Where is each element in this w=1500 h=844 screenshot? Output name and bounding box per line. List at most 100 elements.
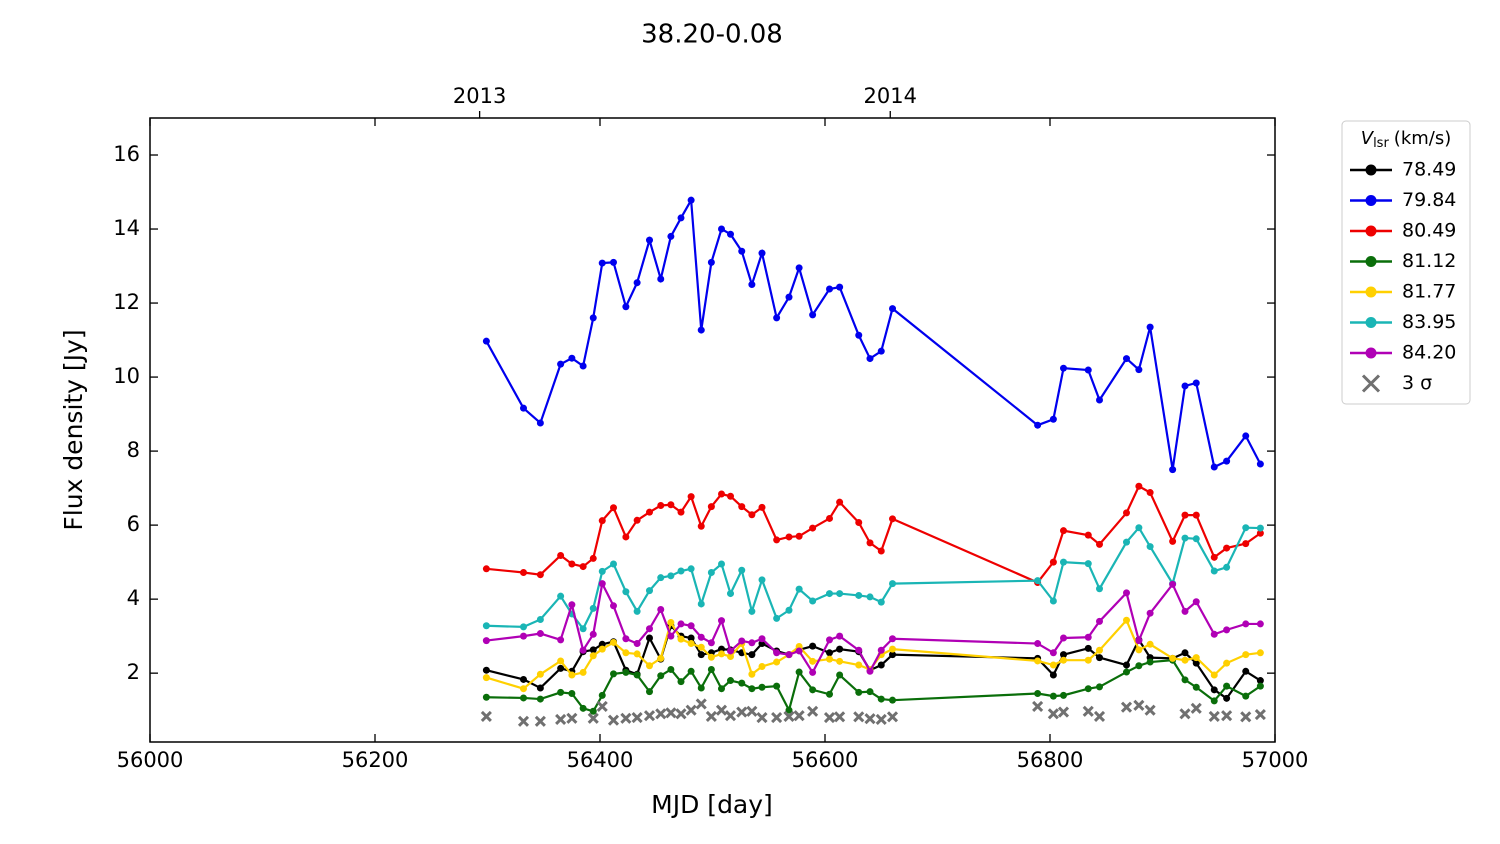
sigma-marker xyxy=(1133,699,1145,711)
data-point xyxy=(718,645,725,653)
data-point xyxy=(646,587,653,595)
data-point xyxy=(1084,685,1092,693)
legend-label: 80.49 xyxy=(1402,220,1456,242)
data-point xyxy=(677,567,685,575)
data-point xyxy=(855,519,863,527)
data-point xyxy=(520,632,527,640)
data-point xyxy=(1049,692,1057,700)
data-point xyxy=(657,502,665,510)
data-point xyxy=(785,606,793,614)
data-point xyxy=(1181,607,1189,615)
data-point xyxy=(1223,682,1231,690)
sigma-marker xyxy=(1093,710,1106,723)
data-point xyxy=(1146,323,1154,331)
data-point xyxy=(633,516,641,524)
data-point xyxy=(1181,676,1189,684)
data-point xyxy=(633,279,641,287)
data-point xyxy=(1181,534,1189,542)
data-point xyxy=(657,275,665,283)
data-point xyxy=(727,590,734,598)
series-line xyxy=(485,196,1262,470)
data-point xyxy=(727,677,734,685)
legend-label: 78.49 xyxy=(1402,159,1456,181)
data-point xyxy=(633,640,641,648)
data-point xyxy=(809,686,817,694)
data-point xyxy=(727,653,734,661)
data-point xyxy=(748,639,756,647)
sigma-marker xyxy=(715,704,728,716)
data-point xyxy=(1169,580,1177,588)
data-point xyxy=(646,508,653,516)
data-point xyxy=(1256,460,1264,468)
data-point xyxy=(579,646,587,654)
data-point xyxy=(866,539,874,547)
data-point xyxy=(826,285,833,293)
data-point xyxy=(697,522,705,530)
data-point xyxy=(697,651,705,659)
data-point xyxy=(520,623,527,631)
data-point xyxy=(826,590,833,598)
data-point xyxy=(520,675,527,683)
data-point xyxy=(1135,646,1143,654)
data-point xyxy=(1242,692,1250,700)
data-point xyxy=(536,695,544,703)
legend-label: 83.95 xyxy=(1402,311,1456,333)
sigma-marker xyxy=(807,705,819,717)
x-axis-label: MJD [day] xyxy=(651,790,773,819)
data-point xyxy=(877,547,885,555)
data-point xyxy=(1049,558,1057,566)
data-point xyxy=(826,649,833,657)
sigma-marker xyxy=(555,713,567,725)
data-point xyxy=(589,630,597,638)
data-point xyxy=(536,571,544,579)
data-point xyxy=(482,666,490,674)
legend-title-unit: (km/s) xyxy=(1394,128,1451,149)
data-point xyxy=(677,620,685,628)
data-point xyxy=(667,618,675,626)
data-point xyxy=(1192,659,1200,667)
data-point xyxy=(773,658,781,666)
data-point xyxy=(657,574,665,582)
data-point xyxy=(826,690,833,698)
data-point xyxy=(610,670,617,678)
data-point xyxy=(1256,529,1264,537)
data-point xyxy=(1049,649,1057,657)
data-point xyxy=(795,585,803,593)
sigma-marker xyxy=(480,710,492,723)
legend-label: 3 σ xyxy=(1402,372,1432,394)
data-point xyxy=(1223,626,1231,634)
data-point xyxy=(622,668,630,676)
data-point xyxy=(836,590,844,598)
data-point xyxy=(579,704,587,712)
data-point xyxy=(1192,379,1200,387)
data-point xyxy=(718,617,725,625)
data-point xyxy=(482,693,490,701)
data-point xyxy=(707,503,715,511)
data-point xyxy=(1181,649,1189,657)
data-point xyxy=(633,607,641,615)
data-point xyxy=(758,249,766,257)
sigma-marker xyxy=(695,698,707,710)
sigma-marker xyxy=(534,715,546,727)
data-point xyxy=(748,607,756,615)
legend-box xyxy=(1341,120,1471,405)
data-point xyxy=(589,314,597,322)
data-point xyxy=(748,670,756,678)
data-point xyxy=(1242,667,1250,675)
legend-marker xyxy=(1365,195,1377,206)
data-point xyxy=(1192,511,1200,519)
data-point xyxy=(727,647,734,655)
data-point xyxy=(758,576,766,584)
data-point xyxy=(826,514,833,522)
data-point xyxy=(622,588,630,596)
data-point xyxy=(598,567,606,575)
data-point xyxy=(579,563,587,571)
data-point xyxy=(1096,646,1103,654)
legend-title-symbol: V xyxy=(1361,128,1375,149)
data-point xyxy=(1256,677,1264,685)
data-point xyxy=(622,303,630,311)
data-point xyxy=(758,635,766,643)
data-point xyxy=(1256,682,1264,690)
data-point xyxy=(568,671,576,679)
